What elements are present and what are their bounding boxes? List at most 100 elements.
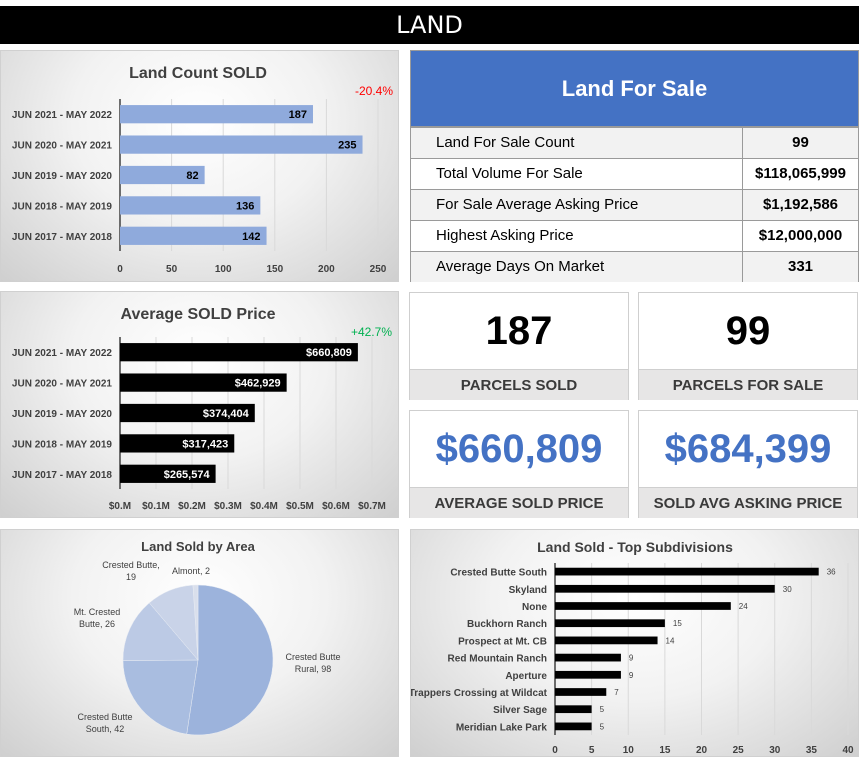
x-tick-label: 20 bbox=[696, 745, 708, 756]
bar bbox=[120, 135, 363, 154]
land-sold-by-area-svg: Land Sold by Area Crested Butte Rural, 98 C… bbox=[74, 539, 341, 736]
bar bbox=[555, 602, 731, 610]
kpi-value: 99 bbox=[725, 308, 771, 353]
category-label: Skyland bbox=[509, 585, 547, 596]
category-label: JUN 2021 - MAY 2022 bbox=[12, 348, 113, 359]
data-label: 82 bbox=[186, 170, 198, 182]
x-tick-label: 25 bbox=[733, 745, 745, 756]
average-sold-price-svg: Average SOLD Price +42.7% $0.M $0.1M $0.2M $0… bbox=[12, 306, 392, 512]
kpi-label: PARCELS SOLD bbox=[410, 369, 628, 400]
chart-title: Average SOLD Price bbox=[120, 306, 275, 323]
pie-slice bbox=[122, 602, 199, 661]
x-tick-label: 50 bbox=[166, 264, 178, 275]
bar bbox=[120, 464, 216, 483]
pie-data-label: Crested Butte bbox=[77, 712, 132, 722]
change-annotation: +42.7% bbox=[351, 325, 392, 339]
bar bbox=[120, 165, 205, 185]
bar bbox=[555, 688, 607, 696]
x-tick-label: 15 bbox=[659, 745, 671, 756]
average-sold-price-chart: Average SOLD Price +42.7% $0.M $0.1M $0.2M $0… bbox=[0, 291, 399, 518]
category-label: Trappers Crossing at Wildcat bbox=[411, 688, 548, 699]
x-tick-label: $0.M bbox=[109, 501, 131, 512]
pie-data-label: Crested Butte bbox=[285, 652, 340, 662]
land-for-sale-rows: Land For Sale Count 99 Total Volume For Sa… bbox=[411, 127, 858, 282]
land-sold-by-area-chart: Land Sold by Area Crested Butte Rural, 98 C… bbox=[0, 529, 399, 757]
bar bbox=[555, 584, 775, 593]
land-count-sold-svg: Land Count SOLD -20.4% 0 50 100 150 200 250 JUN … bbox=[12, 65, 393, 275]
bar bbox=[120, 403, 255, 423]
kpi-average-sold-price: $660,809 AVERAGE SOLD PRICE bbox=[409, 410, 629, 518]
data-label: $660,809 bbox=[306, 347, 352, 359]
kpi-value: $684,399 bbox=[664, 426, 832, 471]
pie-data-label: 19 bbox=[126, 572, 136, 582]
row-value: 99 bbox=[792, 134, 809, 151]
kpi-label: AVERAGE SOLD PRICE bbox=[410, 487, 628, 518]
pie-data-label: Rural, 98 bbox=[295, 664, 332, 674]
kpi-label: PARCELS FOR SALE bbox=[639, 369, 857, 400]
bar bbox=[555, 636, 658, 645]
chart-title: Land Sold - Top Subdivisions bbox=[537, 539, 733, 555]
bar bbox=[120, 343, 358, 362]
pie-data-label: South, 42 bbox=[86, 724, 125, 734]
category-label: JUN 2017 - MAY 2018 bbox=[12, 470, 113, 481]
data-label: $374,404 bbox=[203, 408, 250, 420]
category-label: JUN 2019 - MAY 2020 bbox=[12, 409, 113, 420]
x-tick-label: 200 bbox=[318, 264, 335, 275]
row-label: Highest Asking Price bbox=[411, 221, 743, 251]
data-label: 30 bbox=[783, 585, 792, 594]
kpi-parcels-sold: 187 PARCELS SOLD bbox=[409, 292, 629, 400]
page-header: LAND bbox=[0, 6, 859, 44]
land-for-sale-row: For Sale Average Asking Price $1,192,586 bbox=[411, 189, 858, 220]
data-label: 9 bbox=[629, 671, 634, 680]
kpi-label: SOLD AVG ASKING PRICE bbox=[639, 487, 857, 518]
land-for-sale-row: Highest Asking Price $12,000,000 bbox=[411, 220, 858, 251]
category-label: JUN 2021 - MAY 2022 bbox=[12, 110, 113, 121]
bar bbox=[120, 196, 261, 215]
data-label: $265,574 bbox=[164, 469, 211, 481]
land-for-sale-row: Land For Sale Count 99 bbox=[411, 127, 858, 158]
bar bbox=[555, 619, 665, 628]
x-tick-label: $0.4M bbox=[250, 501, 278, 512]
data-label: 7 bbox=[614, 688, 619, 697]
category-label: JUN 2020 - MAY 2021 bbox=[12, 141, 113, 152]
land-for-sale-row: Total Volume For Sale $118,065,999 bbox=[411, 158, 858, 189]
row-value: $12,000,000 bbox=[758, 227, 843, 244]
data-label: 142 bbox=[242, 231, 260, 243]
top-subdivisions-chart: Land Sold - Top Subdivisions 0 5 10 15 20 25 30… bbox=[410, 529, 859, 757]
chart-title: Land Count SOLD bbox=[129, 65, 267, 82]
land-for-sale-row: Average Days On Market 331 bbox=[411, 251, 858, 282]
pie-data-label: Mt. Crested bbox=[74, 607, 121, 617]
x-tick-label: 30 bbox=[769, 745, 781, 756]
land-count-sold-chart: Land Count SOLD -20.4% 0 50 100 150 200 250 JUN … bbox=[0, 50, 399, 282]
category-label: JUN 2020 - MAY 2021 bbox=[12, 379, 113, 390]
x-tick-label: 10 bbox=[623, 745, 635, 756]
page-title: LAND bbox=[396, 11, 463, 39]
row-value: 331 bbox=[787, 258, 814, 275]
x-tick-label: 5 bbox=[589, 745, 595, 756]
x-tick-label: $0.7M bbox=[358, 501, 386, 512]
pie-slice bbox=[192, 584, 199, 661]
data-label: 24 bbox=[739, 602, 748, 611]
category-label: Meridian Lake Park bbox=[456, 722, 548, 733]
data-label: 235 bbox=[338, 140, 356, 152]
bar bbox=[555, 705, 592, 714]
x-tick-label: $0.6M bbox=[322, 501, 350, 512]
x-tick-label: 250 bbox=[370, 264, 387, 275]
kpi-value: $660,809 bbox=[435, 426, 603, 471]
kpi-value: 187 bbox=[485, 308, 553, 353]
category-label: JUN 2018 - MAY 2019 bbox=[12, 439, 113, 450]
x-tick-label: 35 bbox=[806, 745, 818, 756]
pie-slice bbox=[186, 584, 274, 736]
x-tick-label: $0.5M bbox=[286, 501, 314, 512]
bar bbox=[555, 567, 819, 576]
x-tick-label: 0 bbox=[552, 745, 558, 756]
row-label: Average Days On Market bbox=[411, 252, 743, 282]
x-tick-label: $0.2M bbox=[178, 501, 206, 512]
category-label: Silver Sage bbox=[493, 705, 547, 716]
data-label: 36 bbox=[827, 568, 836, 577]
row-value: $118,065,999 bbox=[755, 165, 846, 182]
category-label: Buckhorn Ranch bbox=[467, 619, 547, 630]
row-label: Land For Sale Count bbox=[411, 128, 743, 158]
data-label: $462,929 bbox=[235, 378, 281, 390]
category-label: JUN 2017 - MAY 2018 bbox=[12, 232, 113, 243]
